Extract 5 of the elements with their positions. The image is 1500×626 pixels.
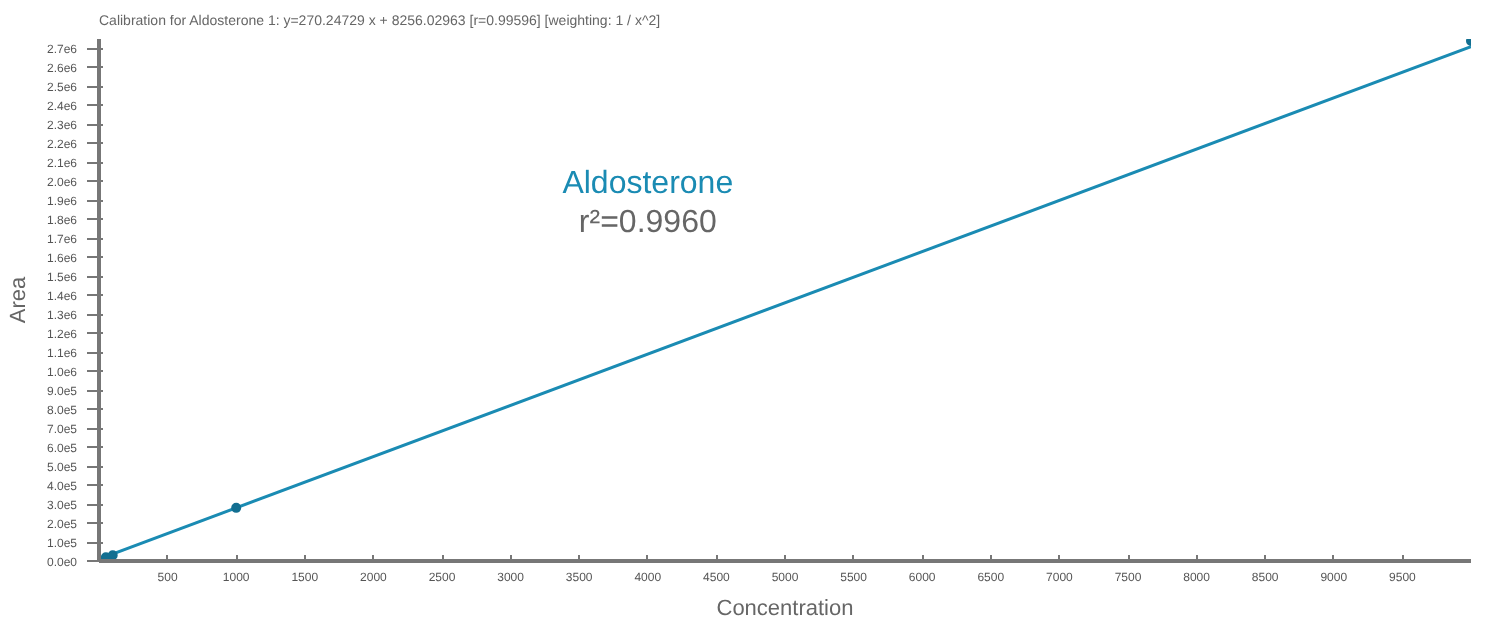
annotation: Aldosterone [562, 166, 734, 201]
x-axis-title: Concentration [716, 597, 854, 621]
point [231, 502, 242, 513]
y-axis-title: Area [6, 275, 31, 324]
annotation: r²=0.9960 [578, 205, 717, 240]
